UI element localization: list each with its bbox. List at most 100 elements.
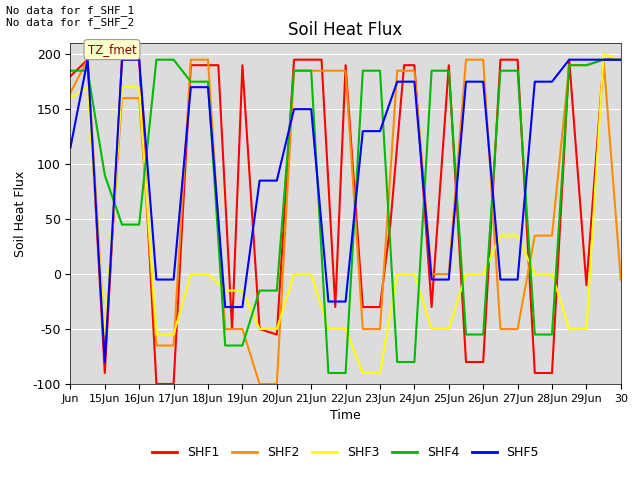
SHF5 (204, 84, 212, 90)
SHF5 (67, 145, 74, 151)
SHF1 (67, 73, 74, 79)
SHF3 (548, 271, 556, 277)
SHF3 (600, 51, 607, 57)
SHF1 (204, 62, 212, 68)
SHF1 (359, 304, 367, 310)
SHF1 (317, 57, 325, 62)
SHF2 (479, 57, 487, 62)
SHF2 (428, 271, 435, 277)
SHF2 (221, 326, 229, 332)
SHF3 (187, 271, 195, 277)
SHF1 (497, 57, 504, 62)
SHF4 (342, 370, 349, 376)
SHF3 (170, 332, 177, 337)
SHF3 (376, 370, 384, 376)
SHF5 (565, 57, 573, 62)
SHF5 (600, 57, 607, 62)
SHF3 (84, 84, 92, 90)
SHF3 (221, 288, 229, 293)
SHF1 (548, 370, 556, 376)
Line: SHF3: SHF3 (70, 54, 621, 373)
SHF3 (256, 326, 264, 332)
SHF2 (324, 68, 332, 73)
SHF4 (170, 57, 177, 62)
SHF5 (170, 276, 177, 282)
SHF2 (394, 68, 401, 73)
Line: SHF2: SHF2 (70, 60, 621, 384)
SHF3 (67, 96, 74, 101)
SHF1 (479, 359, 487, 365)
SHF3 (342, 326, 349, 332)
SHF4 (239, 343, 246, 348)
SHF5 (411, 79, 419, 84)
SHF5 (376, 128, 384, 134)
SHF2 (342, 68, 349, 73)
SHF2 (136, 96, 143, 101)
SHF2 (617, 276, 625, 282)
SHF4 (617, 57, 625, 62)
SHF3 (136, 84, 143, 90)
SHF3 (204, 271, 212, 277)
SHF5 (531, 79, 539, 84)
SHF4 (187, 79, 195, 84)
SHF2 (359, 326, 367, 332)
SHF2 (531, 233, 539, 239)
SHF2 (170, 343, 177, 348)
SHF4 (221, 343, 229, 348)
SHF1 (170, 381, 177, 387)
SHF4 (290, 68, 298, 73)
SHF5 (273, 178, 280, 183)
SHF3 (531, 271, 539, 277)
SHF3 (445, 326, 452, 332)
SHF3 (582, 326, 590, 332)
SHF3 (617, 57, 625, 62)
SHF5 (514, 276, 522, 282)
SHF5 (187, 84, 195, 90)
SHF5 (256, 178, 264, 183)
SHF4 (324, 370, 332, 376)
SHF4 (411, 359, 419, 365)
SHF5 (307, 106, 315, 112)
SHF5 (445, 276, 452, 282)
SHF4 (307, 68, 315, 73)
SHF4 (514, 68, 522, 73)
SHF5 (582, 57, 590, 62)
SHF4 (394, 359, 401, 365)
SHF3 (428, 326, 435, 332)
SHF5 (136, 57, 143, 62)
SHF4 (256, 288, 264, 293)
SHF1 (290, 57, 298, 62)
SHF4 (136, 222, 143, 228)
SHF2 (84, 57, 92, 62)
SHF2 (497, 326, 504, 332)
SHF1 (600, 57, 607, 62)
SHF1 (332, 304, 339, 310)
SHF5 (497, 276, 504, 282)
SHF4 (204, 79, 212, 84)
SHF5 (394, 79, 401, 84)
SHF2 (582, 62, 590, 68)
SHF5 (359, 128, 367, 134)
SHF4 (273, 288, 280, 293)
SHF2 (565, 62, 573, 68)
SHF5 (239, 304, 246, 310)
SHF1 (101, 370, 109, 376)
SHF4 (565, 62, 573, 68)
Line: SHF5: SHF5 (70, 60, 621, 362)
SHF5 (342, 299, 349, 304)
SHF5 (428, 276, 435, 282)
SHF1 (307, 57, 315, 62)
SHF4 (152, 57, 160, 62)
SHF3 (394, 271, 401, 277)
SHF1 (400, 62, 408, 68)
SHF1 (228, 326, 236, 332)
SHF2 (548, 233, 556, 239)
SHF5 (101, 359, 109, 365)
SHF4 (497, 68, 504, 73)
SHF4 (84, 68, 92, 73)
SHF1 (136, 57, 143, 62)
SHF2 (67, 90, 74, 96)
SHF2 (204, 57, 212, 62)
SHF4 (600, 57, 607, 62)
SHF1 (256, 326, 264, 332)
